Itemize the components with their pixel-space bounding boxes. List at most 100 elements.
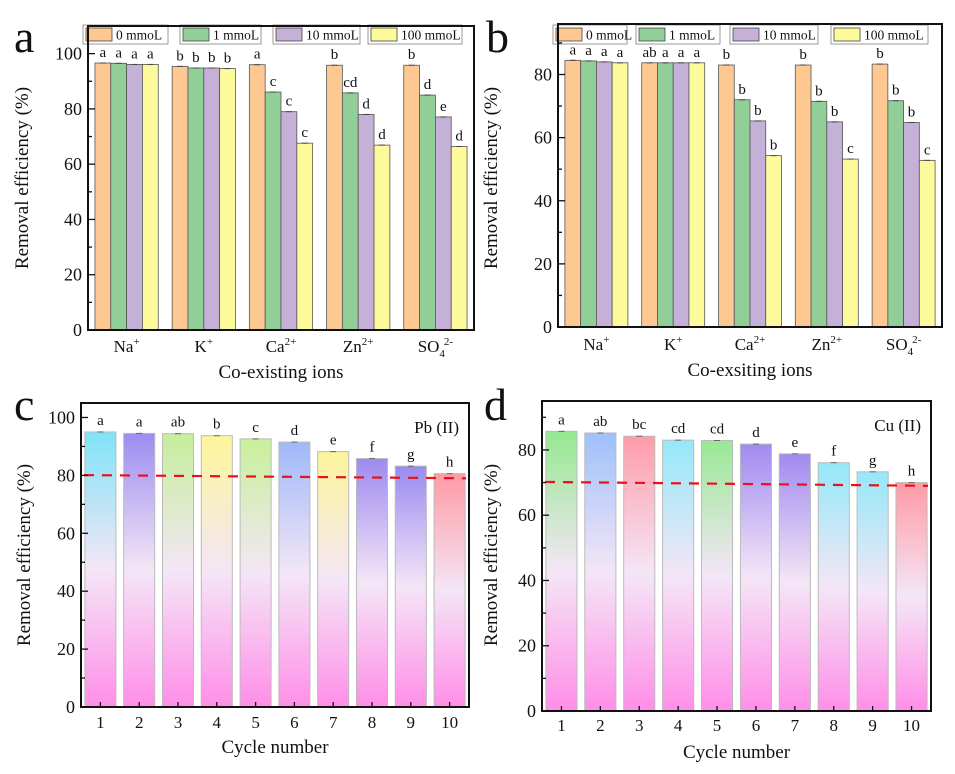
bar [733,99,751,328]
panel-label: c [14,379,34,430]
bar [842,158,859,328]
significance-letter: b [331,47,339,63]
tick-subscript: 4 [439,348,445,360]
legend-label: 10 mmoL [763,28,816,43]
significance-letter: b [799,47,807,63]
legend-swatch [182,27,210,42]
significance-letter: b [208,50,216,66]
x-tick-label: 3 [635,716,644,735]
panel-label: b [486,11,509,62]
bar [280,111,298,331]
significance-letter: cd [343,75,358,91]
legend-item: 10 mmoL [729,24,819,45]
significance-letter: b [908,104,916,120]
tick-superscript: + [676,334,682,346]
significance-letter: b [754,103,762,119]
bar [357,114,375,331]
significance-letter: b [176,48,184,64]
x-tick-label: 10 [903,716,920,735]
legend-item: 0 mmoL [552,24,632,45]
significance-letter: d [378,127,386,143]
bar [580,60,597,328]
significance-letter: a [585,43,592,59]
significance-letter: e [792,435,799,451]
bar [672,62,690,328]
legend-swatch [638,27,666,42]
significance-letter: a [131,46,138,62]
bar [187,67,205,331]
significance-letter: h [908,464,916,480]
y-tick-label: 100 [55,44,82,64]
bar [765,155,782,328]
bar [545,430,578,712]
y-tick-label: 60 [64,154,82,174]
x-tick-label: Ca2+ [266,336,297,356]
y-tick-label: 0 [527,701,536,721]
tick-superscript: 2+ [830,334,842,346]
legend-swatch [833,27,861,42]
tick-base: Ca [266,337,285,356]
y-axis-title: Removal efficiency (%) [12,87,33,269]
x-tick-label: Zn2+ [811,334,842,354]
bar [450,146,468,331]
panel-label: a [14,11,34,62]
significance-letter: e [330,433,337,449]
legend-label: 100 mmoL [401,28,461,43]
significance-letter: d [455,128,463,144]
panel-c: c Removal efficiency (%) Cycle number a 1 a 2 a… [14,379,470,758]
bar [264,91,282,331]
y-axis-title: Removal efficiency (%) [481,87,502,269]
bar [161,433,195,708]
bar [810,100,828,328]
tick-base: Zn [811,335,830,354]
significance-letter: ab [593,414,607,430]
bar [341,92,359,331]
metal-annotation: Cu (II) [874,416,921,435]
bar [219,68,236,331]
bar [749,120,767,328]
bar [657,62,674,328]
y-tick-label: 20 [518,636,536,656]
bar [84,431,117,708]
x-tick-label: 6 [752,716,761,735]
legend-swatch [732,27,760,42]
bar [688,62,706,328]
bar [110,62,128,331]
y-tick-label: 100 [48,407,75,427]
significance-letter: f [370,440,375,456]
significance-letter: b [224,51,232,67]
significance-letter: d [752,425,760,441]
x-axis-title: Co-existing ions [218,362,343,383]
bar [434,116,452,331]
legend-item: 1 mmoL [635,24,721,45]
bar [171,65,189,331]
x-tick-label: 1 [96,713,105,732]
x-tick-label: 1 [557,716,566,735]
y-tick-label: 40 [518,570,536,590]
panel-b: b Removal efficiency (%) Co-exsiting ions a… [481,11,943,381]
legend-item: 100 mmoL [367,24,463,45]
y-tick-label: 40 [57,581,75,601]
significance-letter: a [115,45,122,61]
legend-swatch [85,27,113,42]
x-tick-label: SO42- [418,336,454,360]
x-tick-label: 9 [407,713,416,732]
tick-superscript: + [603,334,609,346]
x-tick-label: 3 [174,713,183,732]
significance-letter: d [362,96,370,112]
bar [564,59,582,328]
bar [778,453,811,712]
y-axis-title: Removal efficiency (%) [14,464,35,646]
significance-letter: d [291,423,299,439]
bar [641,62,658,328]
bar [394,465,427,708]
bar [856,471,889,712]
bar [596,61,613,328]
tick-base: Zn [343,337,362,356]
x-tick-label: 9 [868,716,877,735]
tick-superscript: 2- [912,334,922,346]
significance-letter: b [213,417,221,433]
legend-item: 1 mmoL [179,24,262,45]
significance-letter: cd [710,421,725,437]
tick-subscript: 4 [908,346,914,358]
